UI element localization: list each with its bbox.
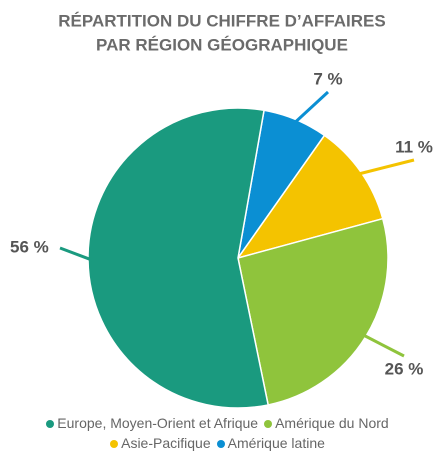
- legend-label: Europe, Moyen-Orient et Afrique: [57, 415, 259, 431]
- value-label: 26 %: [385, 359, 424, 378]
- chart: RÉPARTITION DU CHIFFRE D’AFFAIRES PAR RÉ…: [10, 11, 433, 409]
- legend: Europe, Moyen-Orient et Afrique Amérique …: [30, 413, 405, 453]
- legend-swatch: [216, 440, 225, 448]
- value-label: 56 %: [10, 237, 49, 256]
- chart-title: RÉPARTITION DU CHIFFRE D’AFFAIRES: [58, 11, 385, 30]
- legend-item: Amérique latine: [216, 433, 325, 453]
- legend-label: Asie-Pacifique: [121, 435, 211, 451]
- leader-line: [357, 158, 415, 176]
- value-label: 11 %: [395, 137, 433, 156]
- legend-swatch: [264, 420, 273, 428]
- leader-line: [293, 90, 330, 125]
- legend-item: Europe, Moyen-Orient et Afrique: [46, 413, 258, 433]
- legend-label: Amérique du Nord: [275, 415, 389, 431]
- legend-item: Asie-Pacifique: [110, 433, 211, 453]
- value-label: 7 %: [313, 69, 342, 88]
- legend-swatch: [46, 420, 55, 428]
- chart-title: PAR RÉGION GÉOGRAPHIQUE: [96, 35, 348, 54]
- leader-line: [59, 246, 93, 262]
- leader-line: [361, 333, 405, 358]
- legend-item: Amérique du Nord: [264, 413, 389, 433]
- legend-swatch: [110, 440, 119, 448]
- legend-label: Amérique latine: [227, 435, 325, 451]
